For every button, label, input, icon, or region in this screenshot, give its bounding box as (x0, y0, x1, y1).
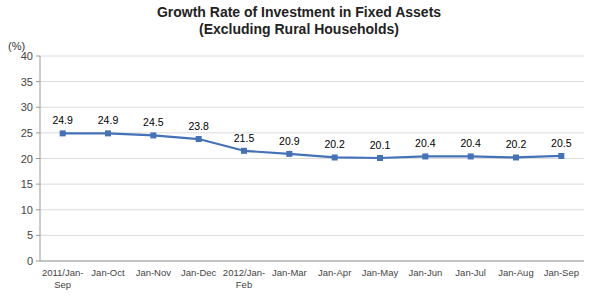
x-axis-line (40, 261, 584, 262)
x-tick-label: Jan-May (362, 267, 399, 278)
x-tick-label-line: Jan-Oct (91, 267, 125, 278)
marks (60, 130, 565, 161)
x-tick-label-line: Jan-Jul (455, 267, 486, 278)
x-tick-label: Jan-Aug (498, 267, 533, 278)
data-label: 23.8 (188, 120, 209, 132)
y-tick-label: 15 (21, 178, 33, 190)
subtitle: (Excluding Rural Households) (199, 21, 399, 37)
data-label: 20.9 (279, 135, 300, 147)
x-tick-label: Jan-Mar (272, 267, 307, 278)
marker (286, 151, 292, 157)
marker (105, 130, 111, 136)
data-label: 24.9 (98, 114, 119, 126)
grid-line (40, 107, 584, 108)
marker (332, 154, 338, 160)
y-tick-label: 10 (21, 204, 33, 216)
x-tick-label-line: 2012/Jan- (223, 267, 265, 278)
y-tick-label: 40 (21, 50, 33, 62)
chart-svg: Growth Rate of Investment in Fixed Asset… (0, 0, 598, 307)
grid-line (40, 81, 584, 82)
y-tick (36, 261, 40, 262)
x-tick-label: Jan-Dec (181, 267, 217, 278)
x-tick-label-line: Jan-Apr (318, 267, 351, 278)
x-tick-label: 2011/Jan-Sep (42, 267, 84, 290)
line (63, 133, 562, 158)
grid-line (40, 184, 584, 185)
data-label: 20.4 (415, 137, 436, 149)
y-tick (36, 184, 40, 185)
y-tick-label: 5 (27, 229, 33, 241)
data-label: 20.2 (324, 138, 345, 150)
y-tick (36, 158, 40, 159)
y-tick-label: 0 (27, 255, 33, 267)
y-axis-line (40, 56, 41, 261)
x-tick-label: Jan-Apr (318, 267, 351, 278)
title: Growth Rate of Investment in Fixed Asset… (157, 4, 441, 20)
background (0, 0, 598, 307)
x-tick-label-line: Jan-Aug (498, 267, 533, 278)
x-tick-label: Jan-Jun (408, 267, 442, 278)
y-grid: 0 5 10 15 20 25 30 35 40 (21, 50, 584, 267)
grid-line (40, 56, 584, 57)
x-tick-label-line: Feb (236, 279, 252, 290)
data-label: 24.9 (52, 114, 73, 126)
x-tick-label-line: Jan-Mar (272, 267, 307, 278)
x-axis: 2011/Jan-Sep Jan-Oct Jan-Nov Jan-Dec 2012/Ja… (42, 267, 579, 290)
x-tick-label: Jan-Nov (136, 267, 172, 278)
marker (377, 155, 383, 161)
data-label: 20.5 (551, 137, 572, 149)
x-tick-label: Jan-Sep (544, 267, 579, 278)
y-tick (36, 132, 40, 133)
data-label: 24.5 (143, 116, 164, 128)
grid-line (40, 209, 584, 210)
y-tick-label: 25 (21, 127, 33, 139)
data-label: 20.1 (370, 139, 391, 151)
y-tick (36, 235, 40, 236)
marker (513, 154, 519, 160)
chart-container: Growth Rate of Investment in Fixed Asset… (0, 0, 598, 307)
y-tick (36, 56, 40, 57)
data-label: 20.4 (460, 137, 481, 149)
x-tick-label: Jan-Oct (91, 267, 125, 278)
x-tick-label-line: Jan-Sep (544, 267, 579, 278)
y-tick (36, 81, 40, 82)
data-label: 20.2 (506, 138, 527, 150)
y-tick (36, 107, 40, 108)
marker (241, 148, 247, 154)
grid-line (40, 261, 584, 262)
x-tick-label: 2012/Jan-Feb (223, 267, 265, 290)
y-tick (36, 209, 40, 210)
marker (558, 153, 564, 159)
x-tick-label-line: Jan-May (362, 267, 399, 278)
x-tick-label-line: Sep (54, 279, 71, 290)
data-labels: 24.9 24.9 24.5 23.8 21.5 20.9 20.2 20.1 20.4 20.4… (52, 114, 571, 151)
marker (150, 132, 156, 138)
marker (468, 153, 474, 159)
y-tick-label: 30 (21, 101, 33, 113)
x-tick-label-line: Jan-Dec (181, 267, 217, 278)
marker (60, 130, 66, 136)
x-tick-label-line: Jan-Nov (136, 267, 172, 278)
x-tick-label-line: 2011/Jan- (42, 267, 84, 278)
marker (196, 136, 202, 142)
y-tick-label: 35 (21, 76, 33, 88)
grid-line (40, 235, 584, 236)
marker (422, 153, 428, 159)
x-tick-label-line: Jan-Jun (408, 267, 442, 278)
x-tick-label: Jan-Jul (455, 267, 486, 278)
data-label: 21.5 (234, 132, 255, 144)
y-tick-label: 20 (21, 153, 33, 165)
